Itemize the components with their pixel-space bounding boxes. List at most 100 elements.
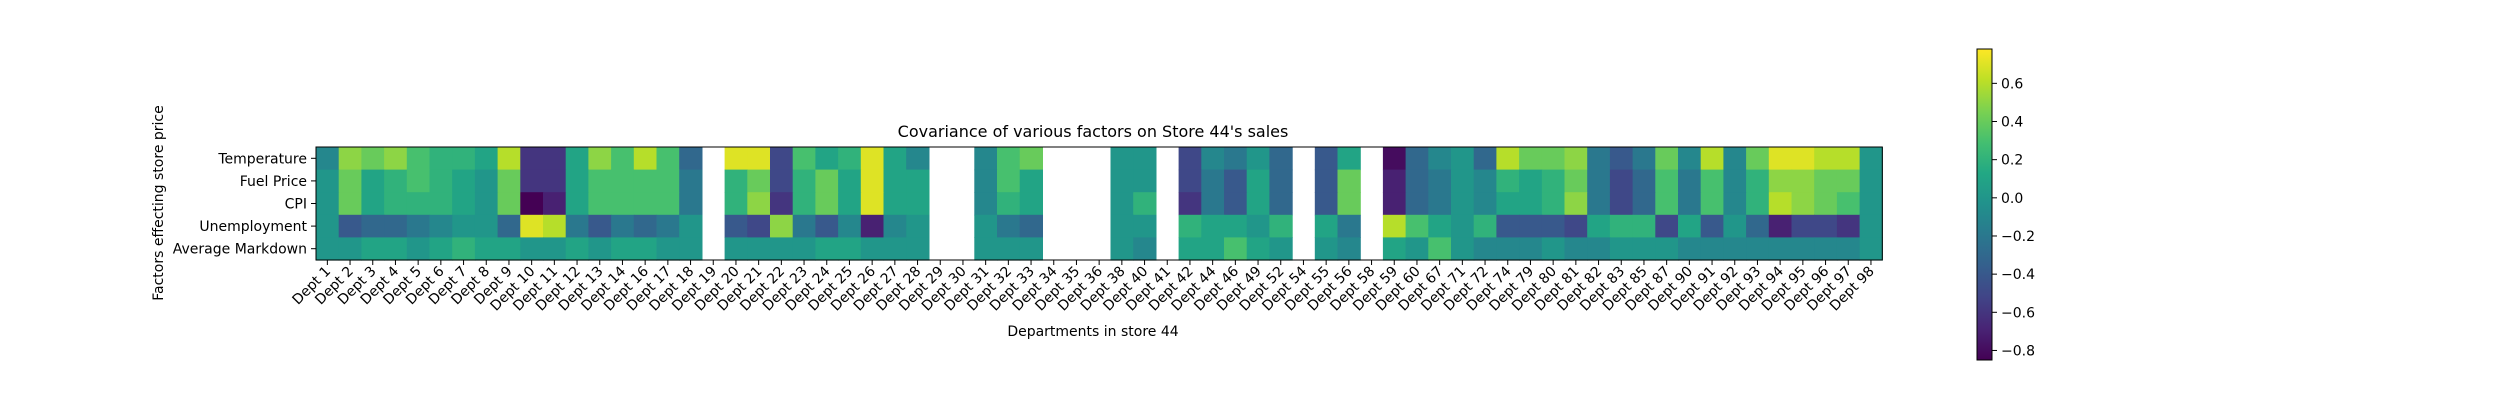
- heatmap-cell: [1859, 237, 1883, 261]
- heatmap-cell: [838, 237, 862, 261]
- heatmap-cell: [361, 192, 385, 216]
- heatmap-cell: [792, 147, 816, 171]
- heatmap-cell: [1428, 169, 1452, 193]
- heatmap-cell: [1519, 147, 1543, 171]
- row-label: CPI: [285, 197, 307, 213]
- heatmap-cell: [1201, 147, 1225, 171]
- heatmap-cell: [520, 192, 544, 216]
- heatmap-cell: [1587, 237, 1611, 261]
- heatmap-cell: [906, 214, 930, 238]
- heatmap-cell: [543, 169, 567, 193]
- heatmap-cell: [724, 147, 748, 171]
- heatmap-cell: [338, 192, 362, 216]
- heatmap-cell: [747, 169, 771, 193]
- heatmap-cell: [656, 192, 680, 216]
- heatmap-cell: [747, 147, 771, 171]
- heatmap-cell: [1496, 147, 1520, 171]
- heatmap-cell: [1723, 192, 1747, 216]
- heatmap-cell: [1768, 169, 1793, 193]
- heatmap-cell: [588, 169, 612, 193]
- heatmap-cell: [1655, 147, 1679, 171]
- heatmap-cell: [838, 192, 862, 216]
- heatmap-cell: [1700, 169, 1724, 193]
- heatmap-cell: [406, 169, 431, 193]
- heatmap-cell: [543, 147, 567, 171]
- heatmap-cell: [747, 192, 771, 216]
- colorbar-tick-label: 0.6: [2001, 76, 2023, 92]
- heatmap-cell: [429, 147, 453, 171]
- colorbar-tick-label: −0.4: [2001, 267, 2035, 283]
- heatmap-cell: [838, 169, 862, 193]
- heatmap-cell: [338, 237, 362, 261]
- heatmap-cell: [997, 214, 1021, 238]
- heatmap-cell: [1133, 147, 1157, 171]
- heatmap-cell: [1632, 237, 1656, 261]
- heatmap-cell: [679, 237, 703, 261]
- heatmap-cell: [997, 147, 1021, 171]
- heatmap-cell: [656, 237, 680, 261]
- heatmap-cell: [1814, 192, 1838, 216]
- heatmap-cell: [679, 147, 703, 171]
- heatmap-cell: [1564, 169, 1588, 193]
- heatmap-cell: [997, 169, 1021, 193]
- heatmap-cell: [1314, 214, 1339, 238]
- heatmap-cell: [543, 237, 567, 261]
- heatmap-cell: [1723, 237, 1747, 261]
- heatmap-cell: [1814, 237, 1838, 261]
- heatmap-cell: [997, 192, 1021, 216]
- y-axis-label: Factors effecting store price: [151, 105, 167, 300]
- heatmap-cell: [338, 147, 362, 171]
- heatmap-cell: [1791, 169, 1815, 193]
- heatmap-cell: [1246, 169, 1270, 193]
- heatmap-cell: [1382, 214, 1407, 238]
- heatmap-cell: [1110, 147, 1134, 171]
- heatmap-cell: [1178, 214, 1202, 238]
- colorbar-tick-label: −0.8: [2001, 343, 2035, 359]
- colorbar-tick-label: 0.0: [2001, 191, 2023, 207]
- x-axis-label: Departments in store 44: [1007, 324, 1178, 340]
- heatmap-cell: [1405, 169, 1429, 193]
- heatmap-cell: [770, 237, 794, 261]
- heatmap-cell: [1746, 214, 1770, 238]
- heatmap-cell: [1019, 147, 1043, 171]
- heatmap-cell: [1541, 214, 1566, 238]
- heatmap-cell: [588, 192, 612, 216]
- heatmap-cell: [338, 214, 362, 238]
- heatmap-cell: [1541, 192, 1566, 216]
- heatmap-cell: [452, 169, 476, 193]
- heatmap-cell: [974, 192, 998, 216]
- heatmap-cell: [565, 192, 589, 216]
- heatmap-cell: [1451, 192, 1475, 216]
- heatmap-cell: [792, 237, 816, 261]
- heatmap-cell: [361, 147, 385, 171]
- heatmap-cell: [1768, 237, 1793, 261]
- heatmap-cell: [1428, 147, 1452, 171]
- heatmap-cell: [633, 192, 658, 216]
- heatmap-cell: [656, 169, 680, 193]
- heatmap-cell: [770, 169, 794, 193]
- heatmap-cell: [338, 169, 362, 193]
- heatmap-cell: [815, 169, 839, 193]
- heatmap-cell: [1587, 169, 1611, 193]
- heatmap-cell: [724, 192, 748, 216]
- heatmap-cell: [1746, 192, 1770, 216]
- heatmap-cell: [679, 192, 703, 216]
- colorbar-tick-label: 0.4: [2001, 115, 2023, 131]
- heatmap-cell: [679, 169, 703, 193]
- heatmap-cell: [1700, 237, 1724, 261]
- heatmap-cell: [792, 192, 816, 216]
- heatmap-cell: [1587, 214, 1611, 238]
- heatmap-cell: [384, 169, 408, 193]
- heatmap-cell: [1224, 169, 1248, 193]
- heatmap-cell: [1791, 237, 1815, 261]
- heatmap-cell: [565, 214, 589, 238]
- heatmap-cell: [1110, 169, 1134, 193]
- heatmap-cell: [1473, 237, 1497, 261]
- heatmap-cell: [384, 237, 408, 261]
- heatmap-cell: [1768, 214, 1793, 238]
- heatmap-cell: [474, 192, 499, 216]
- heatmap-cell: [1314, 169, 1339, 193]
- heatmap-cell: [1405, 237, 1429, 261]
- heatmap-cell: [384, 147, 408, 171]
